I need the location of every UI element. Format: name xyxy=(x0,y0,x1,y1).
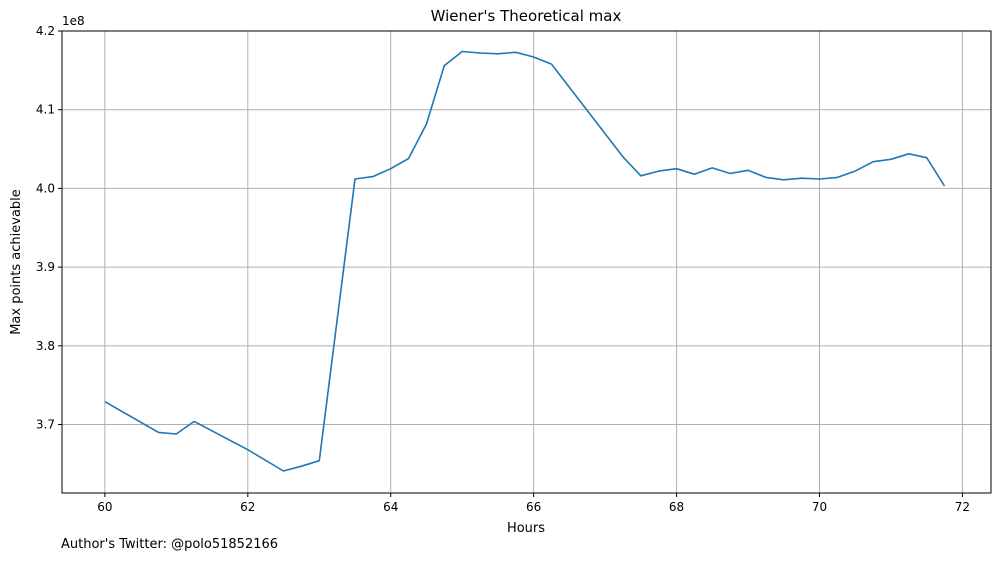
grid xyxy=(62,30,991,493)
series-layer xyxy=(104,50,946,472)
y-tick-label: 4.2 xyxy=(36,24,55,38)
x-tick-label: 66 xyxy=(526,500,541,514)
x-tick-label: 60 xyxy=(97,500,112,514)
y-tick-label: 4.0 xyxy=(36,181,55,195)
series-line xyxy=(104,50,946,472)
x-tick-label: 70 xyxy=(812,500,827,514)
y-axis: 3.7 3.8 3.9 4.0 4.1 4.2 xyxy=(36,24,62,432)
x-tick-label: 64 xyxy=(383,500,398,514)
x-tick-label: 68 xyxy=(669,500,684,514)
y-tick-label: 4.1 xyxy=(36,103,55,117)
author-twitter-note: Author's Twitter: @polo51852166 xyxy=(61,537,279,552)
y-tick-label: 3.7 xyxy=(36,418,55,432)
y-tick-label: 3.9 xyxy=(36,260,55,274)
x-tick-label: 62 xyxy=(240,500,255,514)
y-tick-label: 3.8 xyxy=(36,339,55,353)
x-axis: 60 62 64 66 68 70 72 xyxy=(97,493,970,514)
x-tick-label: 72 xyxy=(955,500,970,514)
plot-frame xyxy=(61,30,992,494)
chart-title: Wiener's Theoretical max xyxy=(431,7,622,25)
y-axis-title: Max points achievable xyxy=(9,189,24,335)
y-offset-label: 1e8 xyxy=(62,14,85,28)
x-axis-title: Hours xyxy=(507,521,545,536)
